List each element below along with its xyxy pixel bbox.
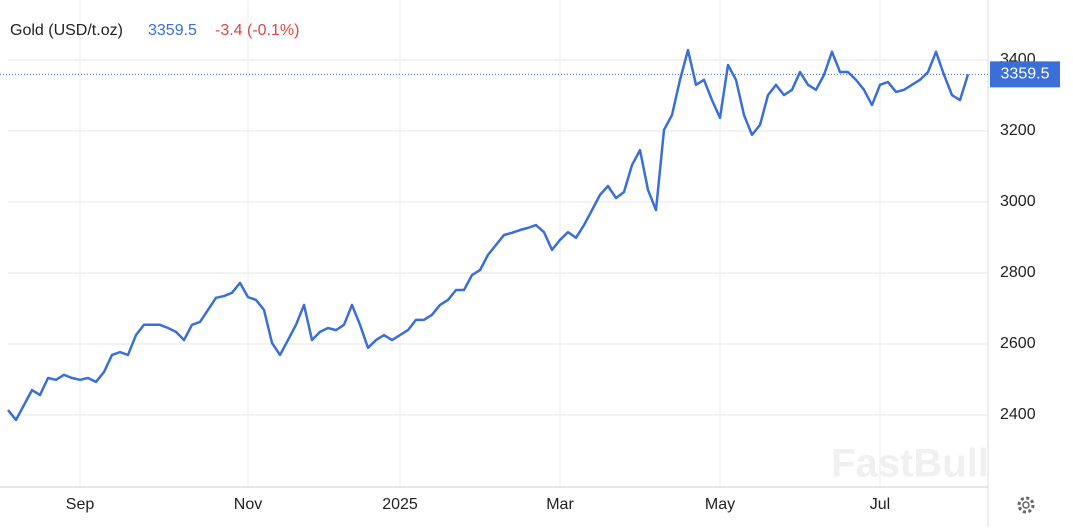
y-tick-label: 2800 [1000, 264, 1036, 281]
x-tick-label: Nov [234, 496, 262, 513]
grid [0, 0, 989, 527]
x-tick-label: Jul [870, 496, 890, 513]
y-tick-label: 2400 [1000, 406, 1036, 423]
gear[interactable] [1017, 496, 1035, 514]
y-tick-label: 3000 [1000, 193, 1036, 210]
watermark: FastBull [831, 442, 989, 486]
x-tick-label: 2025 [382, 496, 418, 513]
x-tick-label: Sep [66, 496, 95, 513]
gear-hole[interactable] [1022, 501, 1030, 509]
y-tick-label: 3200 [1000, 122, 1036, 139]
x-tick-label: Mar [546, 496, 574, 513]
x-tick-label: May [705, 496, 735, 513]
chart-title: Gold (USD/t.oz) [10, 22, 123, 39]
change: -3.4 (-0.1%) [215, 22, 299, 39]
y-tick-label: 2600 [1000, 335, 1036, 352]
settings-icon[interactable] [1017, 496, 1035, 514]
last-price-label: 3359.5 [1001, 66, 1050, 83]
price: 3359.5 [148, 22, 197, 39]
price-line [7, 48, 970, 422]
last-price-tag [990, 61, 1060, 88]
